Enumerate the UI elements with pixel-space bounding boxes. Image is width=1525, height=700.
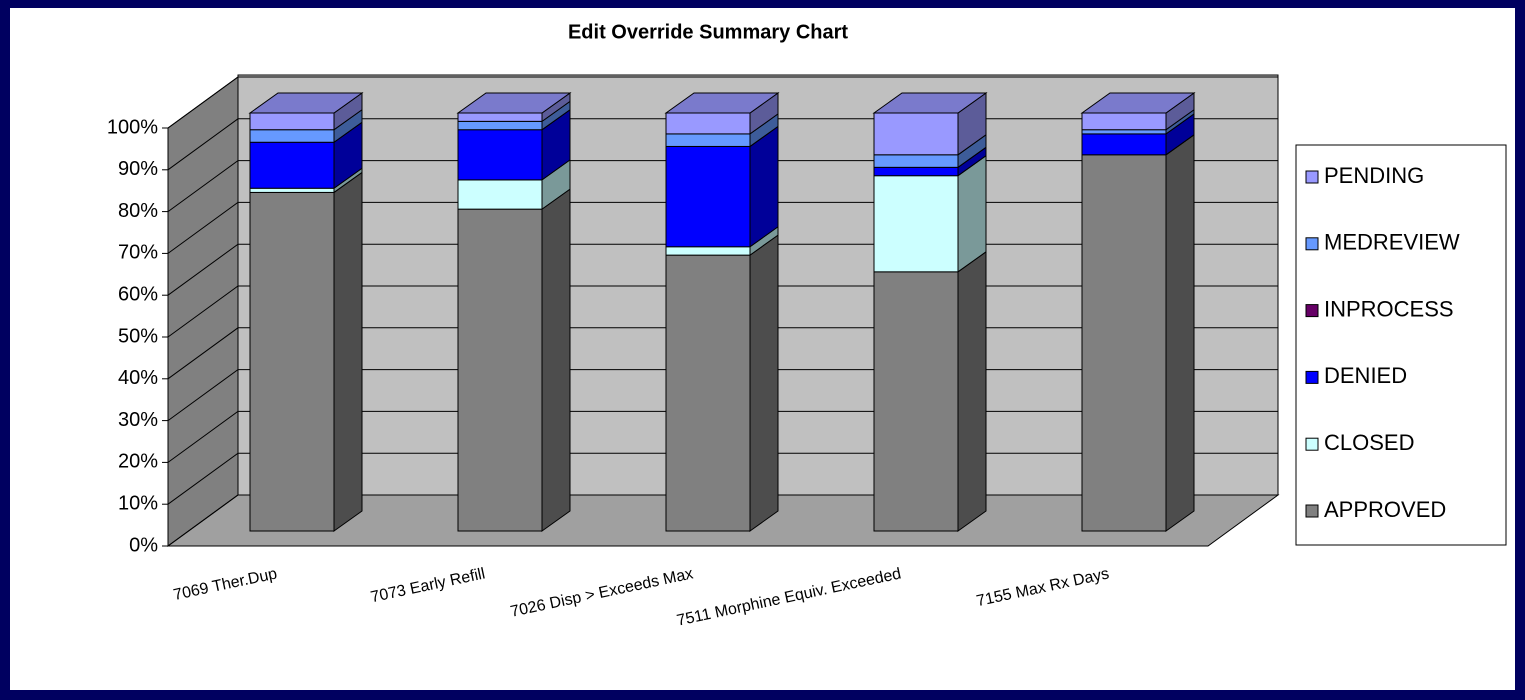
bar-segment	[249, 191, 335, 532]
legend-swatch	[1305, 504, 1319, 518]
legend-label: INPROCESS	[1324, 296, 1454, 321]
y-tick-label: 70%	[118, 242, 158, 264]
bar-segment	[1081, 133, 1167, 156]
legend-label: DENIED	[1324, 363, 1407, 388]
bar-top	[248, 92, 364, 114]
y-tick-label: 60%	[118, 283, 158, 305]
bar-segment	[249, 129, 335, 143]
chart-title: Edit Override Summary Chart	[568, 21, 848, 43]
y-tick-label: 100%	[107, 116, 158, 138]
y-tick-label: 20%	[118, 451, 158, 473]
bar-segment	[457, 120, 543, 131]
grid-line	[167, 76, 1278, 129]
bar-segment	[457, 129, 543, 181]
bar-segment	[873, 271, 959, 532]
bar-side	[749, 234, 779, 532]
bar-top	[1080, 92, 1196, 114]
bar-side	[749, 125, 779, 248]
legend-swatch	[1305, 437, 1319, 451]
legend-label: PENDING	[1324, 163, 1424, 188]
legend-swatch	[1305, 170, 1319, 184]
bar-segment	[1081, 129, 1167, 135]
bar-segment	[665, 145, 751, 248]
bar-segment	[1081, 154, 1167, 532]
y-tick-label: 40%	[118, 367, 158, 389]
bar-segment	[665, 254, 751, 532]
legend-swatch	[1305, 304, 1319, 318]
bar-segment	[873, 112, 959, 156]
bar-side	[541, 188, 571, 532]
bar-side	[957, 250, 987, 532]
y-tick-label: 90%	[118, 158, 158, 180]
bar-side	[333, 171, 363, 532]
bar-segment	[665, 246, 751, 256]
bar-segment	[249, 112, 335, 131]
bar-segment	[1081, 112, 1167, 131]
legend-swatch	[1305, 237, 1319, 251]
legend-label: APPROVED	[1324, 497, 1446, 522]
bar-segment	[249, 187, 335, 193]
bar-segment	[457, 179, 543, 210]
bar-segment	[665, 112, 751, 135]
bar-segment	[873, 154, 959, 168]
y-tick-label: 10%	[118, 492, 158, 514]
y-tick-label: 80%	[118, 200, 158, 222]
y-tick-label: 50%	[118, 325, 158, 347]
legend-swatch	[1305, 370, 1319, 384]
bar-segment	[665, 133, 751, 147]
y-tick-label: 0%	[129, 534, 158, 556]
bar-segment	[457, 112, 543, 122]
bar-segment	[249, 141, 335, 189]
bar-top	[456, 92, 572, 114]
legend-label: MEDREVIEW	[1324, 230, 1460, 255]
bar-top	[664, 92, 780, 114]
legend-box	[1295, 144, 1507, 546]
bar-top	[872, 92, 988, 114]
bar-side	[1165, 133, 1195, 532]
y-tick-label: 30%	[118, 409, 158, 431]
bar-segment	[873, 166, 959, 177]
bar-segment	[457, 208, 543, 532]
legend-label: CLOSED	[1324, 430, 1414, 455]
bar-segment	[873, 175, 959, 273]
